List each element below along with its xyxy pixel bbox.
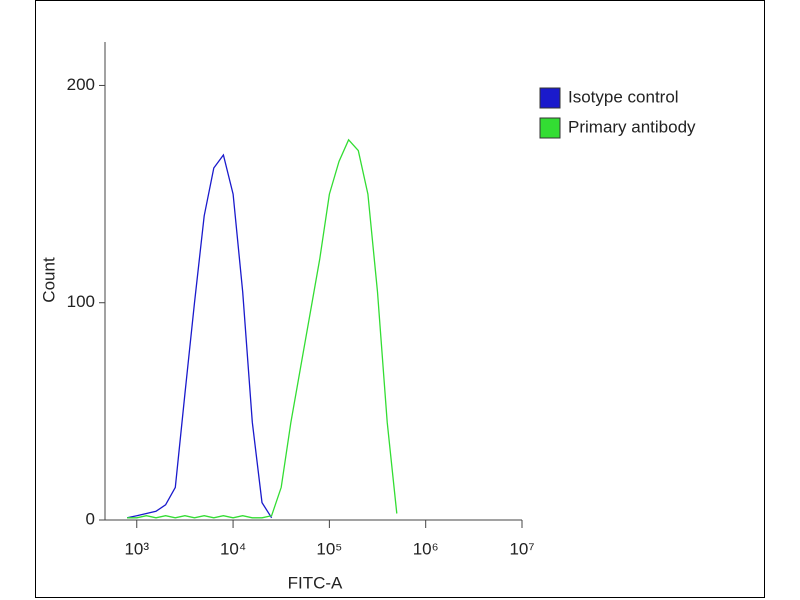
y-tick-label: 200 bbox=[67, 75, 95, 94]
legend-swatch bbox=[539, 117, 561, 139]
series-line bbox=[126, 153, 273, 519]
series-line bbox=[127, 138, 398, 519]
frame bbox=[35, 0, 765, 598]
y-tick-label: 100 bbox=[67, 292, 95, 311]
legend-label: Isotype control bbox=[568, 87, 679, 106]
x-tick-label: 10⁷ bbox=[509, 539, 534, 558]
x-tick-label: 10⁴ bbox=[220, 539, 246, 558]
x-tick-label: 10⁶ bbox=[413, 539, 439, 558]
y-axis-label: Count bbox=[39, 257, 58, 303]
x-tick-label: 10³ bbox=[124, 539, 149, 558]
x-tick-label: 10⁵ bbox=[316, 539, 342, 558]
y-tick-label: 0 bbox=[86, 509, 95, 528]
x-axis-label: FITC-A bbox=[288, 573, 343, 592]
legend-swatch bbox=[539, 87, 561, 109]
legend-label: Primary antibody bbox=[568, 117, 696, 136]
